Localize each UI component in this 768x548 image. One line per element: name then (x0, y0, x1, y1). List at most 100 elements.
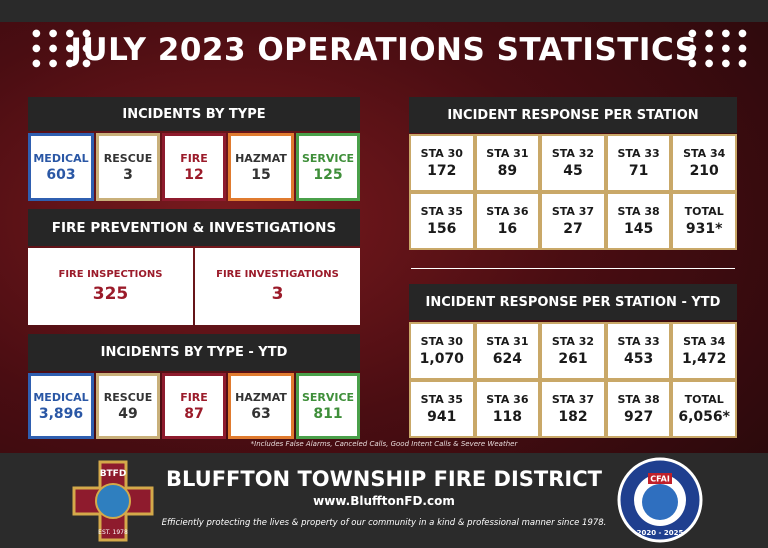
station-cell: STA 36 118 (474, 380, 541, 438)
district-name: BLUFFTON TOWNSHIP FIRE DISTRICT (166, 467, 602, 491)
station-value: 89 (497, 163, 518, 179)
station-cell: STA 30 1,070 (409, 322, 475, 380)
divider (411, 268, 735, 269)
station-value: 931* (685, 221, 723, 237)
station-label: TOTAL (684, 205, 724, 218)
station-label: STA 30 (420, 147, 463, 160)
type-label: HAZMAT (235, 390, 287, 404)
station-label: STA 34 (683, 147, 726, 160)
prevention-value: 3 (271, 284, 284, 304)
type-card: SERVICE 125 (296, 133, 360, 201)
station-cell: TOTAL 931* (671, 192, 737, 250)
station-cell: STA 32 45 (540, 134, 606, 192)
station-cell: STA 38 927 (605, 380, 672, 438)
type-label: RESCUE (103, 390, 153, 404)
station-label: STA 34 (683, 335, 726, 348)
type-label: RESCUE (103, 151, 153, 165)
top-bar (0, 0, 768, 22)
station-value: 1,070 (419, 351, 464, 367)
station-cell: STA 31 89 (474, 134, 541, 192)
station-label: TOTAL (684, 393, 724, 406)
station-cell: STA 35 941 (409, 380, 475, 438)
station-value: 71 (628, 163, 649, 179)
station-cell: STA 37 182 (540, 380, 606, 438)
prevention-value: 325 (92, 284, 129, 304)
type-value: 3 (123, 166, 133, 183)
website: www.BlufftonFD.com (313, 494, 455, 508)
page-title: JULY 2023 OPERATIONS STATISTICS (70, 32, 698, 68)
station-label: STA 33 (617, 335, 660, 348)
type-label: FIRE (180, 151, 208, 165)
logo-text: EST. 1978 (98, 529, 128, 536)
station-value: 16 (497, 221, 518, 237)
station-cell: STA 32 261 (540, 322, 606, 380)
type-card: MEDICAL 603 (28, 133, 94, 201)
type-value: 12 (184, 166, 204, 183)
station-cell: STA 30 172 (409, 134, 475, 192)
type-label: HAZMAT (235, 151, 287, 165)
type-label: SERVICE (301, 390, 355, 404)
section-header: INCIDENT RESPONSE PER STATION (409, 97, 737, 133)
station-label: STA 37 (551, 393, 595, 406)
station-value: 172 (427, 163, 457, 179)
type-value: 87 (184, 405, 204, 422)
type-label: MEDICAL (33, 390, 89, 404)
station-label: STA 37 (551, 205, 595, 218)
station-cell: STA 33 71 (605, 134, 672, 192)
type-card: RESCUE 3 (96, 133, 160, 201)
type-card: SERVICE 811 (296, 373, 360, 439)
type-card: HAZMAT 63 (228, 373, 294, 439)
station-value: 182 (558, 409, 588, 425)
station-value: 927 (623, 409, 654, 425)
type-card: HAZMAT 15 (228, 133, 294, 201)
station-cell: STA 35 156 (409, 192, 475, 250)
type-card: FIRE 12 (162, 133, 226, 201)
type-value: 63 (251, 405, 271, 422)
section-header: INCIDENTS BY TYPE (28, 97, 360, 131)
type-value: 3,896 (38, 405, 84, 422)
station-label: STA 32 (551, 147, 595, 160)
section-header: INCIDENT RESPONSE PER STATION - YTD (409, 284, 737, 320)
station-label: STA 31 (486, 147, 529, 160)
station-value: 27 (563, 221, 583, 237)
footnote: *Includes False Alarms, Canceled Calls, … (250, 440, 518, 448)
footer: BTFD EST. 1978 BLUFFTON TOWNSHIP FIRE DI… (0, 453, 768, 548)
station-value: 6,056* (678, 409, 730, 425)
type-label: SERVICE (301, 151, 355, 165)
section-header: INCIDENTS BY TYPE - YTD (28, 334, 360, 371)
decoration: ●●●● ●●●● ●●●● (32, 28, 99, 69)
accreditation-logo: CFAI 2020 - 2025 (617, 457, 703, 543)
station-cell: STA 36 16 (474, 192, 541, 250)
station-cell: STA 38 145 (605, 192, 672, 250)
station-label: STA 31 (486, 335, 529, 348)
station-value: 210 (689, 163, 719, 179)
prevention-label: FIRE INSPECTIONS (58, 269, 163, 280)
station-label: STA 38 (617, 205, 660, 218)
type-value: 603 (46, 166, 76, 183)
section-header: FIRE PREVENTION & INVESTIGATIONS (28, 209, 360, 246)
type-card: MEDICAL 3,896 (28, 373, 94, 439)
logo-text: CFAI (650, 475, 670, 484)
station-value: 45 (563, 163, 583, 179)
type-value: 49 (118, 405, 138, 422)
station-cell: STA 37 27 (540, 192, 606, 250)
station-cell: STA 33 453 (605, 322, 672, 380)
logo-text: BTFD (100, 469, 127, 479)
decoration: ●●●● ●●●● ●●●● (688, 28, 755, 69)
station-label: STA 33 (617, 147, 660, 160)
type-label: MEDICAL (33, 151, 89, 165)
station-label: STA 35 (420, 393, 463, 406)
station-cell: STA 34 1,472 (671, 322, 737, 380)
station-value: 261 (558, 351, 588, 367)
station-value: 156 (427, 221, 457, 237)
station-label: STA 38 (617, 393, 660, 406)
station-cell: STA 34 210 (671, 134, 737, 192)
type-label: FIRE (180, 390, 208, 404)
station-value: 145 (623, 221, 654, 237)
station-cell: STA 31 624 (474, 322, 541, 380)
station-label: STA 36 (486, 393, 529, 406)
type-card: FIRE 87 (162, 373, 226, 439)
station-cell: TOTAL 6,056* (671, 380, 737, 438)
station-value: 118 (492, 409, 522, 425)
